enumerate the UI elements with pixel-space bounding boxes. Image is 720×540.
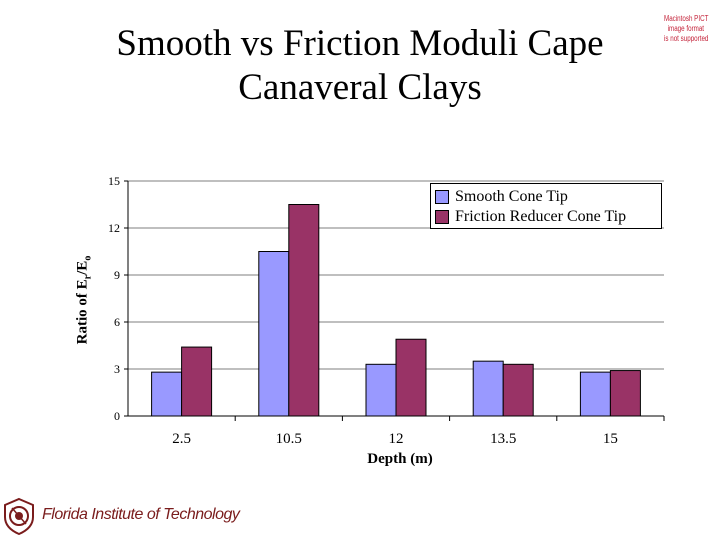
legend-swatch-friction (435, 210, 449, 224)
bar-friction-12 (395, 338, 427, 417)
bar-smooth-10.5 (258, 251, 290, 417)
notice-line-3: is not supported (664, 34, 709, 43)
legend-item-friction: Friction Reducer Cone Tip (435, 207, 657, 227)
title-line-1: Smooth vs Friction Moduli Cape (116, 23, 604, 64)
legend-label-smooth: Smooth Cone Tip (455, 188, 568, 205)
x-tick-label: 15 (603, 431, 618, 447)
y-axis-label-main: Ratio of E (74, 279, 91, 345)
y-axis-label-sub-o: o (82, 255, 94, 261)
x-tick-label: 2.5 (172, 431, 191, 447)
institution-name: Florida Institute of Technology (42, 506, 240, 523)
title-line-2: Canaveral Clays (238, 67, 482, 108)
chart-legend: Smooth Cone Tip Friction Reducer Cone Ti… (430, 183, 662, 229)
bar-smooth-12 (365, 363, 397, 417)
page-title: Smooth vs Friction Moduli Cape Canaveral… (60, 22, 660, 110)
bar-smooth-13.5 (472, 360, 504, 417)
x-tick-label: 12 (389, 431, 404, 447)
y-tick-label: 15 (108, 174, 120, 188)
y-axis-label-sub-r: r (82, 274, 94, 280)
y-tick-label: 3 (114, 362, 120, 376)
notice-line-1: Macintosh PICT (664, 14, 709, 23)
unsupported-image-notice: Macintosh PICT image format is not suppo… (664, 14, 708, 44)
y-axis-label: Ratio of Er/Eo (75, 256, 94, 345)
bar-friction-13.5 (502, 363, 534, 417)
legend-swatch-smooth (435, 190, 449, 204)
notice-line-2: image format (667, 24, 705, 33)
y-tick-label: 6 (114, 315, 120, 329)
bar-smooth-15 (579, 371, 611, 417)
bar-friction-15 (609, 370, 641, 417)
bar-smooth-2.5 (151, 371, 183, 417)
x-axis-label: Depth (m) (367, 451, 433, 467)
legend-item-smooth: Smooth Cone Tip (435, 187, 657, 207)
bar-friction-10.5 (288, 204, 320, 417)
x-tick-label: 10.5 (276, 431, 302, 447)
y-tick-label: 0 (114, 409, 120, 423)
x-tick-label: 13.5 (490, 431, 516, 447)
y-axis-label-mid: /E (74, 260, 91, 275)
y-tick-label: 9 (114, 268, 120, 282)
fit-seal-icon (4, 497, 34, 535)
legend-label-friction: Friction Reducer Cone Tip (455, 208, 627, 225)
bar-friction-2.5 (181, 346, 213, 417)
y-tick-label: 12 (108, 221, 120, 235)
